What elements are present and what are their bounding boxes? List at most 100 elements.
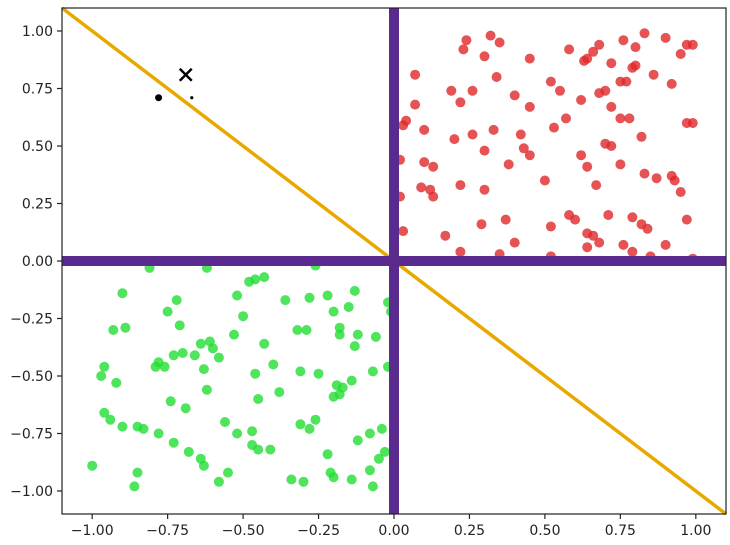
scatter-point <box>298 476 309 487</box>
scatter-point <box>213 476 224 487</box>
scatter-point <box>687 118 698 128</box>
scatter-point <box>195 338 206 349</box>
scatter-point <box>96 371 107 381</box>
scatter-point <box>494 37 505 48</box>
scatter-point <box>177 348 188 358</box>
scatter-point <box>183 446 194 457</box>
scatter-point <box>500 214 511 225</box>
scatter-point <box>328 306 339 317</box>
scatter-point <box>476 219 487 230</box>
scatter-point <box>117 288 128 299</box>
scatter-point <box>594 39 605 50</box>
x-marker <box>178 67 193 82</box>
scatter-point <box>576 95 587 105</box>
scatter-point <box>639 168 650 179</box>
scatter-point <box>624 113 635 124</box>
scatter-point <box>446 85 457 96</box>
scatter-point <box>168 350 179 361</box>
y-tick-label: 0.00 <box>22 254 53 270</box>
scatter-point <box>545 221 556 232</box>
scatter-point <box>352 329 363 340</box>
scatter-point <box>603 210 614 220</box>
scatter-point <box>373 453 384 464</box>
scatter-point <box>642 223 653 234</box>
scatter-point <box>253 444 264 455</box>
scatter-point <box>669 175 680 186</box>
scatter-point <box>198 460 209 471</box>
scatter-point <box>286 474 297 485</box>
scatter-point <box>582 53 593 64</box>
scatter-point <box>153 428 164 439</box>
scatter-point <box>455 97 466 108</box>
scatter-point <box>588 46 599 57</box>
scatter-point <box>87 460 98 471</box>
y-tick-label: −0.50 <box>10 369 53 385</box>
scatter-point <box>295 366 306 377</box>
scatter-point <box>467 85 478 96</box>
scatter-point <box>189 350 200 361</box>
scatter-point <box>295 419 306 430</box>
scatter-point <box>524 150 535 161</box>
scatter-point <box>591 180 602 191</box>
scatter-point <box>129 481 140 492</box>
scatter-point <box>582 242 593 253</box>
scatter-point <box>322 449 333 460</box>
scatter-point <box>265 444 276 455</box>
scatter-point <box>660 32 671 43</box>
scatter-point <box>370 331 381 342</box>
scatter-point <box>687 39 698 50</box>
scatter-point <box>582 161 593 172</box>
lines-layer <box>60 6 728 516</box>
scatter-point <box>334 329 345 340</box>
dot-marker <box>190 96 194 100</box>
scatter-point <box>250 368 261 379</box>
scatter-point <box>449 134 460 145</box>
scatter-point <box>99 407 110 418</box>
scatter-point <box>639 28 650 39</box>
scatter-point <box>304 292 315 303</box>
scatter-point <box>247 426 258 437</box>
x-axis: −1.00 −0.75 −0.50 −0.25 0.00 0.25 0.50 0.75 1.00 <box>71 514 711 539</box>
scatter-point <box>416 182 427 193</box>
scatter-point <box>648 69 659 80</box>
scatter-point <box>555 85 565 96</box>
scatter-point <box>524 53 535 64</box>
scatter-point <box>229 329 239 340</box>
scatter-point <box>259 272 270 283</box>
scatter-point <box>207 343 218 354</box>
scatter-point <box>627 246 638 257</box>
scatter-point <box>681 214 692 225</box>
scatter-point <box>428 191 439 202</box>
scatter-point <box>524 101 535 112</box>
scatter-point <box>675 49 686 59</box>
scatter-point <box>615 113 626 124</box>
scatter-point <box>515 129 526 140</box>
scatter-point <box>479 51 490 62</box>
scatter-point <box>322 290 333 301</box>
scatter-point <box>105 414 116 425</box>
scatter-point <box>576 150 587 161</box>
scatter-point <box>398 226 409 237</box>
scatter-point <box>606 141 617 151</box>
scatter-point <box>259 338 270 349</box>
scatter-point <box>398 120 409 131</box>
scatter-point <box>343 302 354 312</box>
scatter-point <box>232 428 243 439</box>
y-tick-label: 0.50 <box>22 139 53 155</box>
x-tick-label: −0.25 <box>297 523 340 539</box>
scatter-point <box>467 129 478 140</box>
scatter-point <box>117 421 128 432</box>
y-tick-label: −0.25 <box>10 312 53 328</box>
scatter-point <box>461 35 472 46</box>
scatter-point <box>458 44 469 55</box>
points-layer <box>87 28 698 492</box>
scatter-point <box>238 311 249 322</box>
scatter-point <box>220 417 230 427</box>
scatter-point <box>485 30 496 41</box>
scatter-point <box>180 403 191 414</box>
scatter-point <box>549 122 559 133</box>
scatter-point <box>159 361 170 372</box>
scatter-point <box>162 306 173 317</box>
scatter-point <box>419 124 430 135</box>
